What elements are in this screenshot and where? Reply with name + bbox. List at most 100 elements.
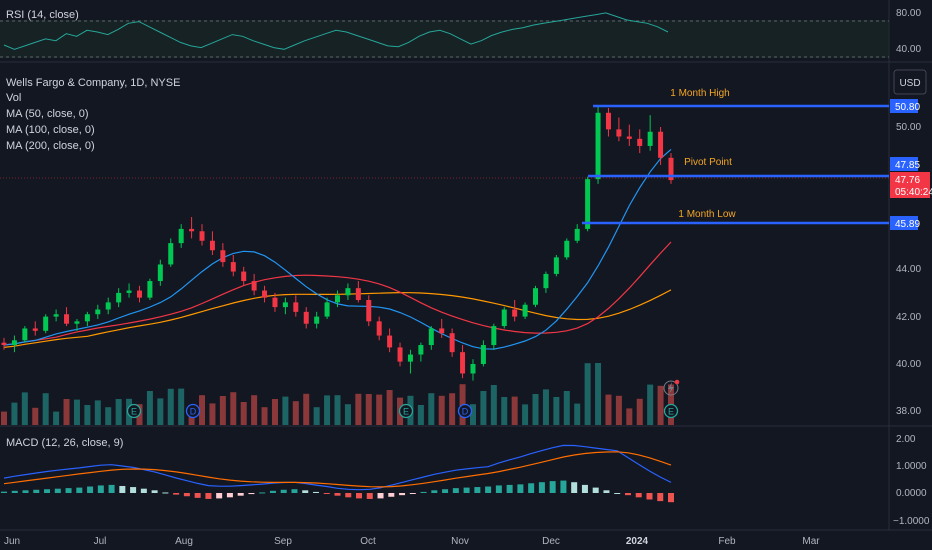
- candle-body: [11, 340, 17, 346]
- candle-body: [355, 288, 361, 301]
- volume-bar: [386, 390, 393, 425]
- macd-tick-1: 1.0000: [896, 461, 927, 472]
- high-price-label-bg: [890, 99, 918, 113]
- volume-bar: [32, 407, 39, 425]
- currency-button[interactable]: [893, 69, 927, 95]
- volume-bar: [199, 395, 206, 425]
- price-tick-44: 44.00: [896, 264, 921, 275]
- time-label-feb: Feb: [718, 536, 736, 547]
- macd-histogram-bar: [54, 488, 61, 493]
- candle-body: [605, 112, 611, 130]
- time-label-dec: Dec: [542, 536, 560, 547]
- macd-legend[interactable]: MACD (12, 26, close, 9): [6, 437, 123, 449]
- candle-body: [522, 304, 528, 317]
- candle-body: [439, 328, 445, 334]
- macd-histogram-bar: [517, 484, 524, 493]
- dividend-marker-label: D: [190, 407, 197, 417]
- dividend-marker-label: D: [462, 407, 469, 417]
- lightning-icon[interactable]: [663, 379, 680, 396]
- macd-histogram-bar: [409, 493, 416, 494]
- candle-body: [178, 228, 184, 244]
- macd-histogram-bar: [538, 482, 545, 493]
- candle-body: [168, 243, 174, 265]
- candle-body: [64, 314, 70, 324]
- candle-body: [564, 240, 570, 258]
- legend-ma100[interactable]: MA (100, close, 0): [6, 124, 95, 136]
- candle-body: [668, 157, 674, 181]
- candle-body: [157, 264, 163, 282]
- last-price-label-bg: [890, 172, 930, 198]
- macd-histogram-bar: [312, 491, 319, 493]
- volume-bar: [230, 392, 237, 425]
- candle-body: [209, 240, 215, 251]
- candle-body: [126, 290, 132, 293]
- volume-bar: [511, 396, 518, 425]
- candle-body: [647, 131, 653, 146]
- volume-bar: [146, 391, 153, 425]
- candle-body: [543, 273, 549, 289]
- main-price-panel[interactable]: 1 Month High Pivot Point 1 Month Low Wel…: [0, 69, 932, 425]
- macd-histogram-bar: [44, 489, 51, 493]
- earnings-marker: [398, 403, 414, 419]
- volume-bar: [334, 395, 341, 425]
- macd-histogram-bar: [399, 493, 406, 496]
- candle-body: [376, 321, 382, 336]
- volume-bar: [542, 389, 549, 425]
- volume-bar: [324, 395, 331, 425]
- volume-bar: [261, 407, 268, 425]
- candle-body: [449, 333, 455, 353]
- volume-bar: [365, 394, 372, 425]
- candle-body: [595, 112, 601, 180]
- macd-histogram-bar: [140, 488, 147, 493]
- legend-ma200[interactable]: MA (200, close, 0): [6, 140, 95, 152]
- macd-histogram-bar: [668, 493, 674, 503]
- macd-histogram-bar: [130, 487, 137, 493]
- macd-histogram-bar: [291, 489, 298, 493]
- legend-ma50[interactable]: MA (50, close, 0): [6, 108, 89, 120]
- volume-bar: [240, 402, 247, 425]
- candle-body: [626, 136, 632, 139]
- macd-panel[interactable]: MACD (12, 26, close, 9) 2.00 1.0000 0.00…: [1, 434, 930, 527]
- macd-histogram-bar: [581, 484, 588, 493]
- candle-body: [314, 316, 320, 324]
- candle-body: [189, 228, 195, 232]
- macd-line: [3, 444, 672, 491]
- earnings-marker-label: E: [131, 407, 137, 417]
- macd-histogram-bar: [635, 493, 642, 498]
- volume-bar: [251, 395, 258, 425]
- volume-bar: [584, 363, 591, 425]
- time-axis[interactable]: Jun Jul Aug Sep Oct Nov Dec 2024 Feb Mar: [4, 536, 820, 547]
- macd-histogram-bar: [280, 489, 287, 493]
- rsi-legend[interactable]: RSI (14, close): [6, 9, 79, 21]
- price-tick-50: 50.00: [896, 122, 921, 133]
- legend-vol[interactable]: Vol: [6, 92, 21, 104]
- price-tick-38: 38.00: [896, 406, 921, 417]
- volume-bar: [157, 398, 164, 425]
- month-low-annotation[interactable]: 1 Month Low: [678, 209, 736, 220]
- volume-bar: [94, 400, 101, 425]
- macd-histogram-bar: [205, 493, 212, 499]
- candle-body: [282, 302, 288, 308]
- symbol-title[interactable]: Wells Fargo & Company, 1D, NYSE: [6, 77, 180, 89]
- volume-bar: [178, 388, 185, 425]
- candle-body: [470, 364, 476, 374]
- volume-bar: [615, 395, 622, 425]
- month-high-annotation[interactable]: 1 Month High: [670, 88, 729, 99]
- macd-histogram-bar: [474, 487, 481, 493]
- macd-histogram-bar: [237, 493, 244, 496]
- pivot-price-label: 47.85: [895, 160, 920, 171]
- pivot-annotation[interactable]: Pivot Point: [684, 157, 732, 168]
- volume-bar: [344, 404, 351, 425]
- low-price-label-bg: [890, 216, 918, 230]
- rsi-panel[interactable]: RSI (14, close) 80.00 40.00: [0, 8, 921, 58]
- volume-bar: [417, 405, 424, 425]
- volume-bar: [105, 407, 112, 425]
- macd-histogram-bar: [442, 489, 449, 493]
- candle-body: [585, 179, 591, 229]
- candle-body: [387, 335, 393, 348]
- low-price-label: 45.89: [895, 219, 920, 230]
- candle-body: [1, 342, 7, 346]
- volume-bar: [438, 395, 445, 425]
